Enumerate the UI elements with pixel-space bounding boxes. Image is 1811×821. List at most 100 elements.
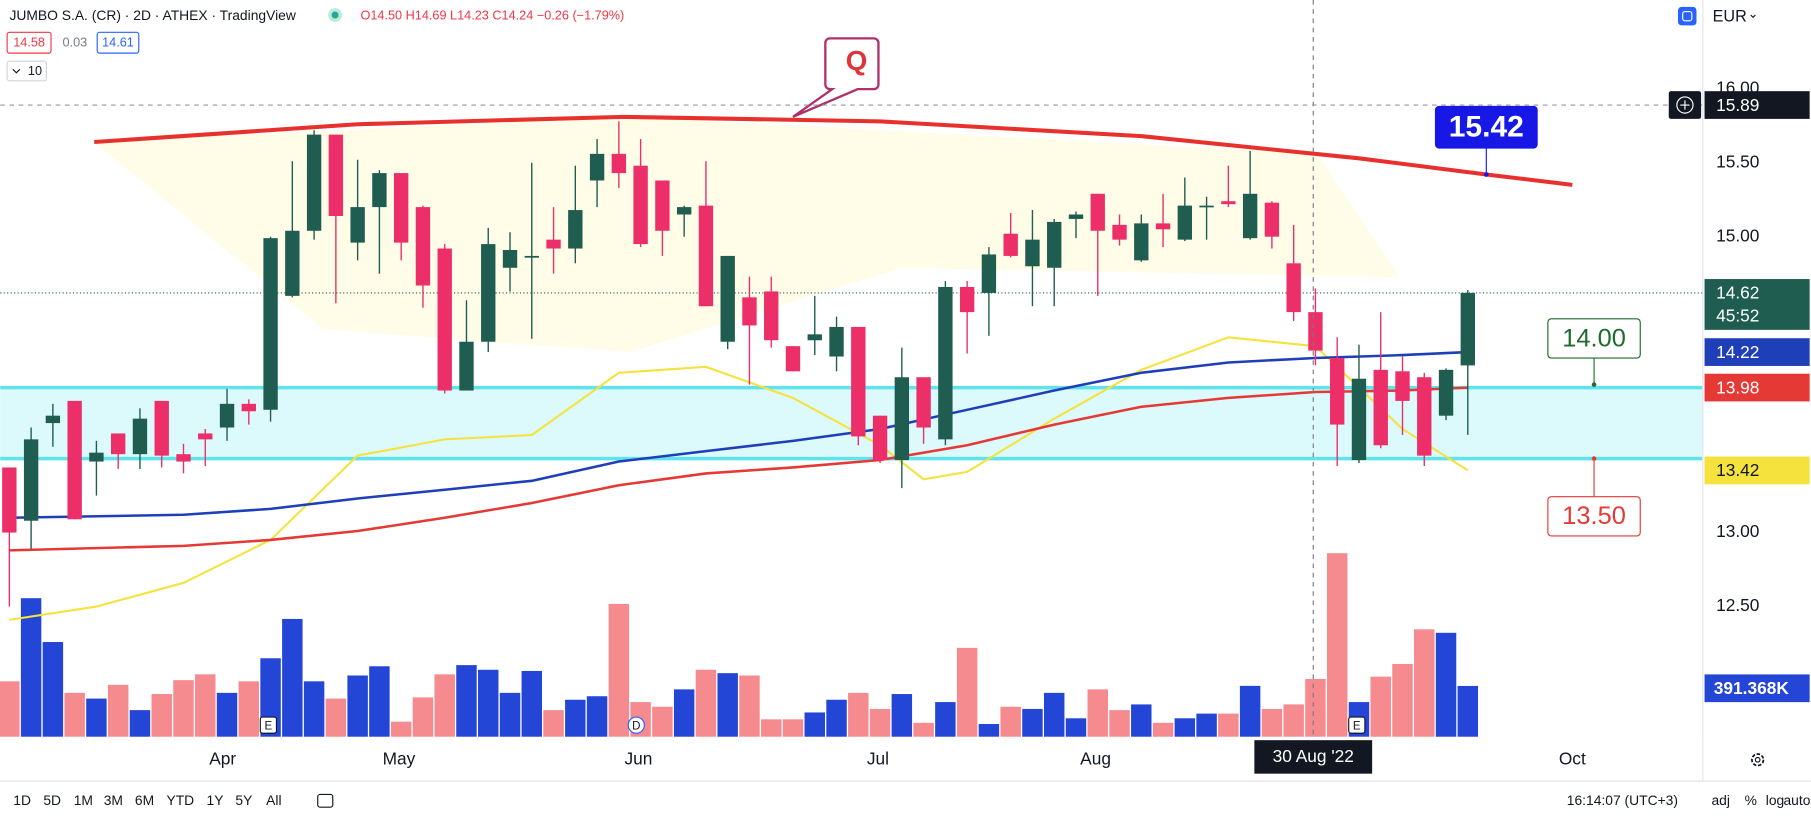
pattern-callout (792, 37, 880, 118)
volume-bar (695, 669, 717, 737)
currency[interactable]: EUR (1713, 8, 1747, 26)
y-tick-label: 15.00 (1716, 225, 1759, 245)
range-button[interactable]: YTD (166, 792, 194, 808)
candle-body (981, 254, 997, 293)
candle-body (1373, 369, 1388, 446)
volume-bar (935, 702, 956, 737)
volume-toggle-label: 10 (28, 64, 42, 78)
range-button[interactable]: 5D (43, 792, 61, 808)
candle-body (1438, 369, 1454, 416)
volume-bar (0, 681, 20, 737)
scale-option[interactable]: % (1745, 792, 1757, 808)
callout-label: 15.42 (1449, 110, 1524, 143)
scale-option[interactable]: auto (1783, 792, 1810, 808)
volume-bar (499, 692, 521, 737)
event-marker[interactable] (1348, 716, 1366, 734)
x-tick-label: Apr (209, 748, 236, 768)
candle-body (45, 415, 61, 424)
crosshair-x-label: 30 Aug '22 (1273, 746, 1354, 766)
volume-bar (586, 696, 608, 737)
volume-bar (1370, 676, 1391, 737)
crosshair-x-badge (1254, 740, 1373, 774)
crosshair-y-badge (1704, 91, 1810, 119)
scale-option[interactable]: log (1766, 792, 1784, 808)
volume-bar (151, 694, 172, 737)
range-button[interactable]: 3M (104, 792, 123, 808)
callout-label: 14.00 (1562, 324, 1626, 352)
scale-option[interactable]: adj (1711, 792, 1729, 808)
ask-box[interactable] (96, 31, 140, 54)
volume-bar (195, 674, 216, 737)
volume-bar (107, 684, 129, 737)
candle-body (1221, 201, 1236, 205)
volume-bar (42, 642, 64, 737)
range-button[interactable]: 1D (13, 792, 31, 808)
volume-bar (760, 719, 782, 737)
volume-bar (325, 698, 347, 737)
callout-label: 13.50 (1562, 502, 1626, 530)
volume-bar (565, 699, 586, 737)
compare-icon[interactable] (1678, 6, 1697, 26)
volume-bar (1196, 713, 1217, 737)
volume-bar (478, 669, 499, 737)
candle-body (546, 239, 561, 249)
candle-body (959, 286, 975, 313)
range-button[interactable]: 5Y (235, 792, 252, 808)
candle-body (1177, 205, 1193, 240)
drawing-layer: Q 15.42 14.00 13.50 E D E (94, 37, 1641, 734)
candle-body (851, 326, 866, 437)
volume-bar (390, 721, 412, 737)
add-alert-plus (1680, 100, 1690, 110)
candle-layer (2, 121, 1475, 607)
compare-icon-inner (1682, 10, 1693, 22)
callout-anchor (1591, 382, 1597, 387)
candle-body (742, 297, 757, 326)
candle-body (1242, 193, 1258, 239)
range-button[interactable]: All (266, 792, 281, 808)
candle-body (894, 377, 910, 461)
candle-body (481, 244, 496, 342)
resistance-curve (94, 114, 1573, 187)
volume-bar (282, 618, 303, 737)
volume-bar (804, 712, 825, 737)
volume-bar (20, 598, 42, 737)
moving-average (9, 386, 1468, 552)
range-button[interactable]: 1Y (207, 792, 224, 808)
volume-bar (434, 674, 455, 737)
settings-gear[interactable] (1751, 753, 1765, 767)
volume-toggle[interactable] (6, 60, 47, 82)
status-dot (331, 11, 339, 19)
range-button[interactable]: 6M (135, 792, 154, 808)
candle-body (176, 454, 191, 462)
candle-body (393, 173, 409, 243)
candle-body (23, 439, 39, 521)
candle-body (306, 134, 322, 231)
candle-body (328, 134, 344, 216)
candle-body (1003, 233, 1018, 256)
callout-box (1547, 496, 1641, 537)
volume-bar (673, 689, 695, 737)
candle-body (633, 165, 648, 245)
event-marker[interactable] (627, 716, 645, 734)
volume-bar (1392, 663, 1413, 737)
candle-body (611, 153, 627, 174)
candle-body (1025, 239, 1040, 267)
candle-body (676, 207, 692, 215)
event-marker[interactable] (259, 716, 278, 734)
volume-bar (1000, 706, 1021, 737)
volume-bar (1326, 553, 1348, 737)
goto-date-icon[interactable] (317, 793, 334, 808)
candle-body (263, 238, 278, 410)
x-tick-label: Oct (1559, 748, 1586, 768)
volume-bar (717, 673, 738, 737)
volume-bar (608, 603, 630, 737)
candle-body (1264, 202, 1280, 237)
volume-bar (303, 681, 325, 737)
bid-box[interactable] (6, 31, 52, 54)
range-button[interactable]: 1M (74, 792, 93, 808)
price-badge (1704, 279, 1810, 330)
symbol-title: JUMBO S.A. (CR) · 2D · ATHEX · TradingVi… (9, 7, 296, 23)
volume-bar (978, 723, 1000, 737)
candle-body (372, 173, 387, 208)
